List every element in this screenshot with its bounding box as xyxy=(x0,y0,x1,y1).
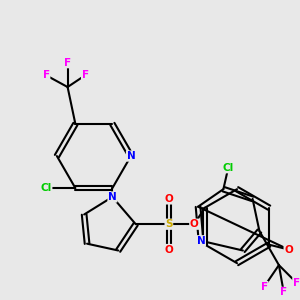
Text: N: N xyxy=(108,192,117,202)
Text: Cl: Cl xyxy=(223,163,234,173)
Text: F: F xyxy=(280,287,287,297)
Text: O: O xyxy=(164,244,173,254)
Text: O: O xyxy=(284,244,293,254)
Text: N: N xyxy=(127,151,135,161)
Text: S: S xyxy=(165,219,172,229)
Text: N: N xyxy=(196,236,206,246)
Text: F: F xyxy=(293,278,300,288)
Text: F: F xyxy=(43,70,50,80)
Text: F: F xyxy=(261,281,268,292)
Text: O: O xyxy=(164,194,173,204)
Text: F: F xyxy=(82,70,89,80)
Text: Cl: Cl xyxy=(40,183,52,193)
Text: F: F xyxy=(64,58,71,68)
Text: O: O xyxy=(190,219,199,229)
